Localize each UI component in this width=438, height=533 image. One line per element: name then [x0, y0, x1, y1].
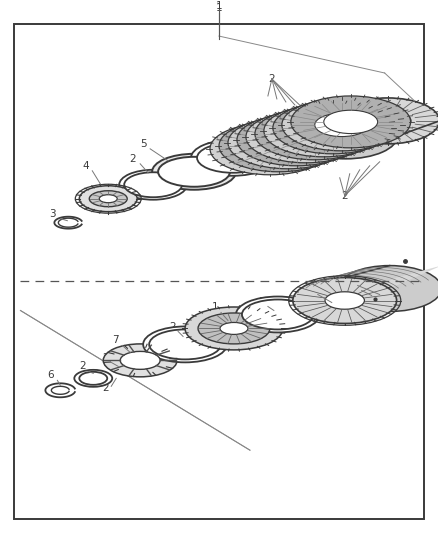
Ellipse shape [79, 372, 107, 385]
Text: 1: 1 [215, 1, 223, 11]
Ellipse shape [338, 265, 438, 311]
Ellipse shape [191, 140, 275, 176]
Ellipse shape [364, 110, 411, 131]
Ellipse shape [219, 120, 339, 172]
Text: 4: 4 [82, 161, 88, 171]
Ellipse shape [197, 143, 269, 173]
Text: 6: 6 [47, 370, 54, 381]
Ellipse shape [124, 172, 182, 197]
Ellipse shape [236, 296, 320, 333]
Text: 2: 2 [169, 322, 175, 333]
Text: 2: 2 [102, 383, 109, 393]
Ellipse shape [220, 322, 248, 334]
Ellipse shape [243, 137, 297, 160]
Text: 7: 7 [112, 335, 119, 345]
Text: 2: 2 [258, 297, 265, 308]
Ellipse shape [120, 351, 160, 369]
Text: 5: 5 [140, 139, 146, 149]
Ellipse shape [242, 300, 314, 329]
Text: 2: 2 [268, 74, 275, 84]
Ellipse shape [325, 292, 364, 309]
Ellipse shape [270, 128, 324, 151]
Ellipse shape [158, 157, 230, 187]
Ellipse shape [306, 116, 360, 140]
Ellipse shape [103, 344, 177, 377]
Ellipse shape [315, 113, 369, 136]
Text: 3: 3 [49, 209, 56, 219]
Text: 1: 1 [215, 3, 223, 13]
Ellipse shape [255, 108, 374, 160]
Ellipse shape [119, 170, 187, 200]
Ellipse shape [79, 186, 137, 212]
Text: 2: 2 [102, 353, 109, 364]
Text: 2: 2 [129, 154, 135, 164]
Ellipse shape [237, 114, 357, 166]
Ellipse shape [89, 191, 127, 207]
Ellipse shape [297, 119, 351, 142]
Text: 2: 2 [79, 361, 85, 372]
Text: 2: 2 [341, 191, 348, 201]
Ellipse shape [273, 102, 392, 154]
Ellipse shape [210, 123, 330, 175]
Ellipse shape [185, 307, 283, 350]
Ellipse shape [288, 122, 342, 146]
Ellipse shape [198, 313, 270, 344]
Ellipse shape [279, 125, 333, 149]
Ellipse shape [324, 110, 378, 134]
Ellipse shape [293, 278, 397, 324]
Ellipse shape [252, 134, 306, 158]
Ellipse shape [264, 105, 384, 157]
Ellipse shape [261, 131, 315, 155]
Ellipse shape [152, 154, 236, 190]
Ellipse shape [149, 329, 221, 359]
Ellipse shape [246, 111, 366, 163]
Text: 8: 8 [308, 286, 315, 295]
Ellipse shape [143, 326, 227, 362]
Ellipse shape [294, 113, 398, 159]
Ellipse shape [282, 99, 402, 151]
Ellipse shape [336, 98, 438, 144]
Ellipse shape [74, 370, 112, 387]
Ellipse shape [291, 96, 410, 148]
Ellipse shape [228, 117, 348, 169]
Polygon shape [293, 265, 438, 324]
Ellipse shape [99, 195, 117, 203]
Text: 1: 1 [212, 303, 218, 312]
Text: 9: 9 [354, 280, 361, 290]
